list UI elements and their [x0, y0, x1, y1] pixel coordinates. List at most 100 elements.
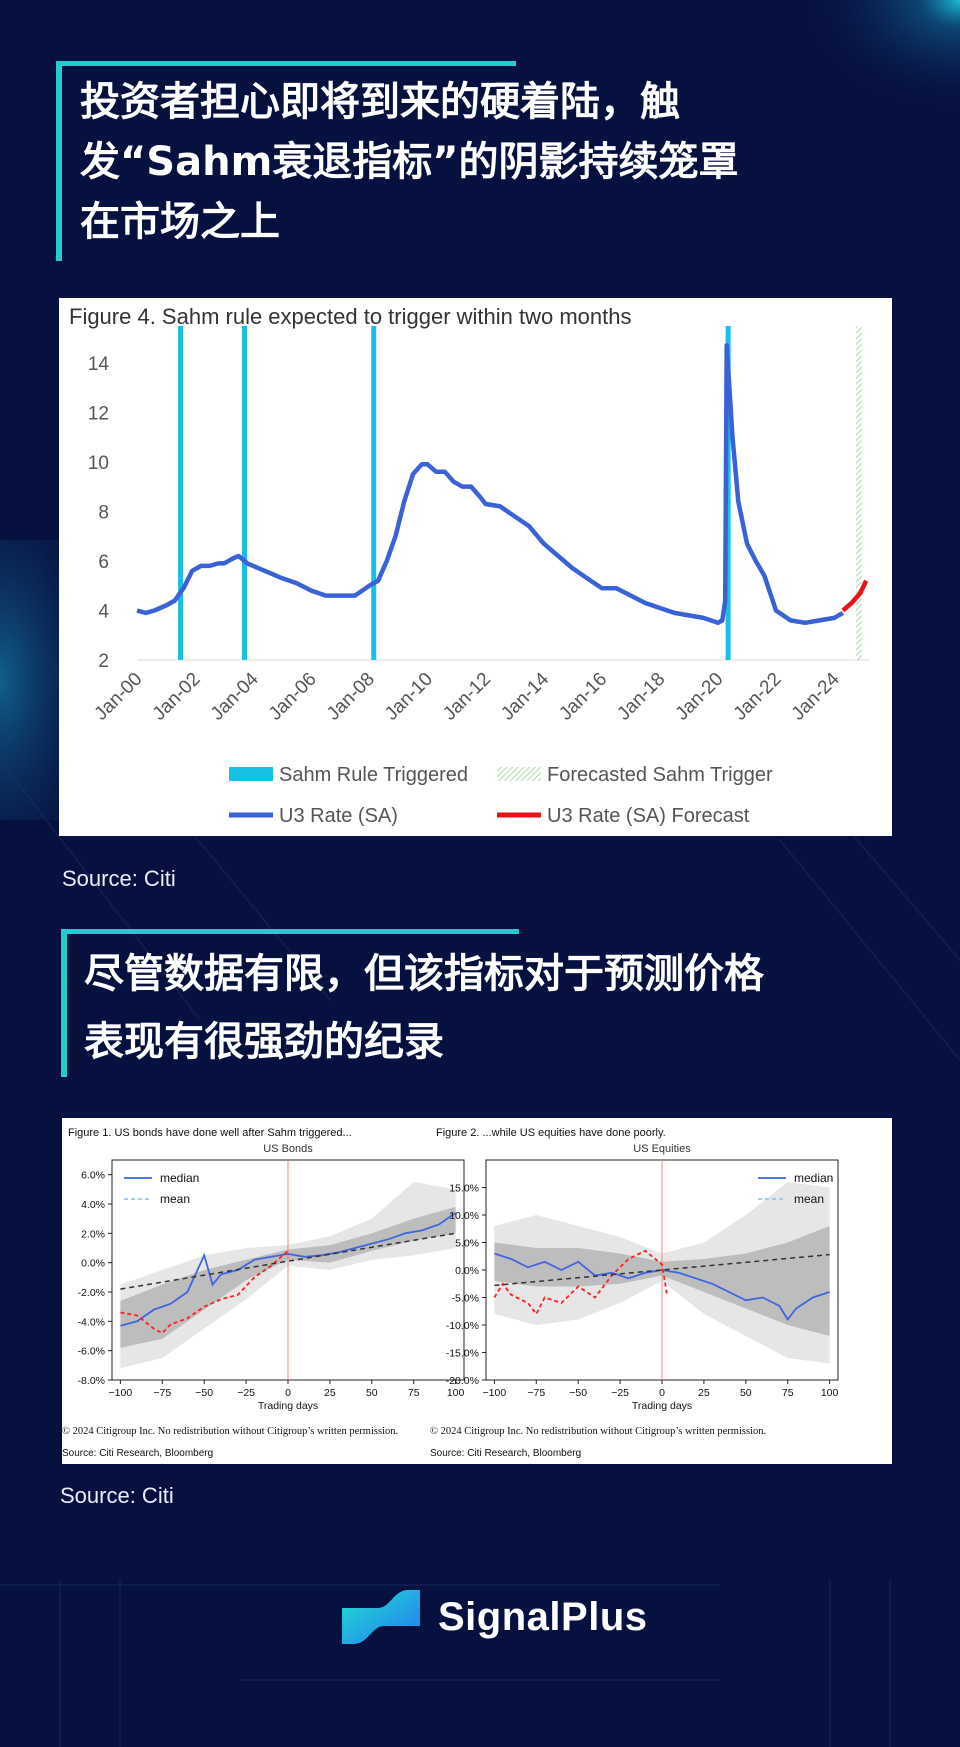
y-tick-label: -20.0%: [446, 1375, 479, 1387]
sahm-trigger-bar: [241, 326, 247, 660]
y-tick-label: 10: [88, 453, 109, 474]
x-tick-label: Jan-18: [613, 669, 669, 725]
trend-line: [494, 1253, 830, 1287]
legend-triggered-label: Sahm Rule Triggered: [279, 764, 468, 786]
section2-title-accent-top: [61, 929, 519, 934]
x-tick-label: 75: [408, 1387, 420, 1399]
legend-triggered-swatch: [229, 767, 273, 781]
figures-1-2-panel: Figure 1. US bonds have done well after …: [62, 1118, 892, 1464]
x-tick-label: 100: [447, 1387, 465, 1399]
x-tick-label: Jan-20: [672, 669, 728, 725]
figure4-chart: 2 4 6 8 10 12 14 Jan-00 Jan-02 Jan-04 Jan-06 Jan-08…: [88, 326, 869, 827]
x-tick-label: Jan-08: [323, 669, 379, 725]
x-axis-label: Trading days: [632, 1400, 692, 1412]
y-tick-label: 14: [88, 354, 110, 375]
median-line: [120, 1212, 457, 1327]
y-tick-label: 4.0%: [81, 1199, 105, 1211]
x-tick-label: 0: [285, 1387, 291, 1399]
x-tick-label: −100: [483, 1387, 507, 1399]
x-tick-label: −50: [195, 1387, 213, 1399]
legend-mean-label: mean: [160, 1192, 190, 1206]
section1-title-line: 发“Sahm衰退指标”的阴影持续笼罩: [80, 139, 739, 185]
x-tick-label: −50: [569, 1387, 587, 1399]
legend-u3-label: U3 Rate (SA): [279, 805, 398, 827]
sahm-trigger-bar: [371, 326, 377, 660]
y-tick-label: -2.0%: [78, 1287, 105, 1299]
legend-u3-forecast-label: U3 Rate (SA) Forecast: [547, 805, 750, 827]
trend-line: [120, 1232, 456, 1290]
section1-title-line: 投资者担心即将到来的硬着陆，触: [80, 79, 680, 125]
x-tick-label: 100: [821, 1387, 839, 1399]
x-tick-label: Jan-10: [381, 669, 437, 725]
chart-source-note: Source: Citi Research, Bloomberg: [430, 1448, 581, 1459]
signalplus-logo-icon: [342, 1590, 420, 1644]
y-tick-label: 0.0%: [455, 1265, 479, 1277]
y-tick-label: 2: [98, 651, 109, 672]
u3-rate-line: [136, 343, 845, 626]
legend-median-label: median: [794, 1171, 833, 1185]
y-tick-label: -6.0%: [78, 1346, 105, 1358]
x-tick-label: −25: [611, 1387, 629, 1399]
y-tick-label: 6: [98, 552, 109, 573]
copyright-note: © 2024 Citigroup Inc. No redistribution …: [62, 1426, 398, 1437]
us-bonds-chart: Figure 1. US bonds have done well after …: [62, 1127, 465, 1459]
copyright-note: © 2024 Citigroup Inc. No redistribution …: [430, 1426, 766, 1437]
median-line: [494, 1252, 830, 1322]
legend-forecast-trigger-label: Forecasted Sahm Trigger: [547, 764, 773, 786]
y-tick-label: -4.0%: [78, 1316, 105, 1328]
x-tick-label: 0: [659, 1387, 665, 1399]
y-tick-label: 15.0%: [449, 1183, 479, 1195]
chart-subtitle: US Bonds: [263, 1143, 313, 1155]
y-tick-label: 6.0%: [81, 1170, 105, 1182]
inner-range-band: [120, 1206, 456, 1348]
section1-title-accent-left: [56, 61, 62, 261]
chart-subtitle: US Equities: [633, 1143, 691, 1155]
section1-title-line: 在市场之上: [80, 199, 280, 245]
section1-title-accent-top: [56, 61, 516, 66]
source-label: Source: Citi: [62, 866, 176, 891]
u3-forecast-line: [841, 579, 869, 613]
y-tick-label: -15.0%: [446, 1348, 479, 1360]
legend-forecast-trigger-swatch: [497, 767, 541, 781]
x-tick-label: Jan-02: [149, 669, 205, 725]
section2-title: 尽管数据有限，但该指标对于预测价格 表现有很强劲的纪录: [84, 940, 764, 1076]
x-tick-label: Jan-24: [788, 668, 844, 724]
outer-range-band: [120, 1182, 456, 1369]
x-tick-label: 50: [740, 1387, 752, 1399]
x-tick-label: 50: [366, 1387, 378, 1399]
legend-mean-label: mean: [794, 1192, 824, 1206]
figure-title: Figure 1. US bonds have done well after …: [68, 1127, 352, 1139]
y-tick-label: -5.0%: [452, 1293, 479, 1305]
y-tick-label: 10.0%: [449, 1210, 479, 1222]
figure-title: Figure 2. ...while US equities have done…: [436, 1127, 666, 1139]
chart-source-note: Source: Citi Research, Bloomberg: [62, 1448, 213, 1459]
x-tick-label: 25: [324, 1387, 336, 1399]
figure4-panel: Figure 4. Sahm rule expected to trigger …: [59, 298, 892, 836]
x-tick-label: 25: [698, 1387, 710, 1399]
y-tick-label: 5.0%: [455, 1238, 479, 1250]
signalplus-logo: SignalPlus: [338, 1582, 648, 1652]
x-tick-label: −75: [527, 1387, 545, 1399]
sahm-trigger-bar: [178, 326, 184, 660]
section2-title-line: 尽管数据有限，但该指标对于预测价格: [84, 951, 764, 997]
y-tick-label: 4: [98, 601, 109, 622]
inner-range-band: [494, 1226, 830, 1336]
us-equities-chart: Figure 2. ...while US equities have done…: [430, 1127, 839, 1459]
y-tick-label: 8: [98, 502, 109, 523]
x-tick-label: 75: [782, 1387, 794, 1399]
forecast-trigger-bar: [855, 326, 862, 660]
x-tick-label: −25: [237, 1387, 255, 1399]
section2-title-accent-left: [61, 929, 67, 1077]
x-tick-label: −100: [109, 1387, 133, 1399]
y-tick-label: 0.0%: [81, 1258, 105, 1270]
section2-title-line: 表现有很强劲的纪录: [84, 1019, 444, 1065]
y-tick-label: -10.0%: [446, 1320, 479, 1332]
section1-title: 投资者担心即将到来的硬着陆，触 发“Sahm衰退指标”的阴影持续笼罩 在市场之上: [80, 72, 739, 252]
x-tick-label: Jan-06: [265, 669, 321, 725]
mean-line: [120, 1250, 289, 1335]
x-tick-label: Jan-16: [555, 669, 611, 725]
legend-median-label: median: [160, 1171, 199, 1185]
y-tick-label: 12: [88, 403, 109, 424]
x-tick-label: Jan-04: [207, 668, 263, 724]
sahm-trigger-bar: [725, 326, 731, 660]
